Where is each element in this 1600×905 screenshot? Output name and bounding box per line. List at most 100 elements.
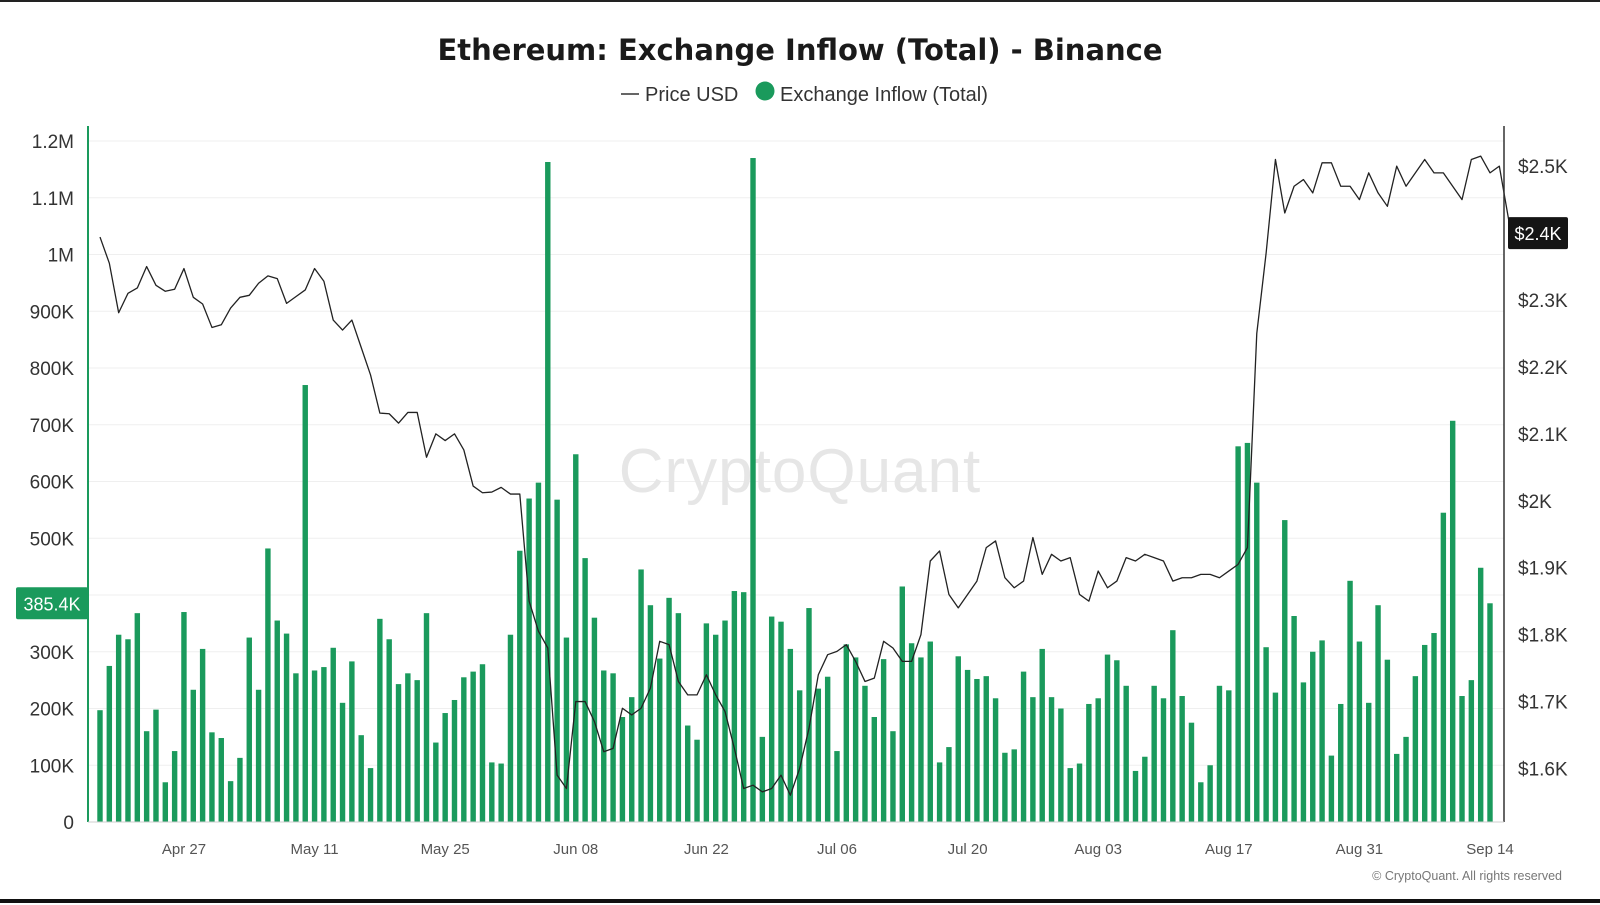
inflow-bar — [1030, 697, 1036, 822]
inflow-bar — [1114, 660, 1120, 822]
inflow-bar — [470, 671, 476, 822]
inflow-bar — [386, 639, 392, 822]
right-tick-label: $2.3K — [1518, 291, 1568, 312]
current-price-badge — [1508, 217, 1568, 250]
inflow-bar — [479, 664, 486, 822]
inflow-bar — [880, 659, 887, 822]
inflow-bar — [1226, 690, 1232, 822]
inflow-bar — [302, 385, 308, 822]
inflow-bar — [927, 641, 933, 822]
inflow-bar — [1403, 736, 1409, 822]
inflow-bar — [1011, 749, 1017, 822]
inflow-bar — [1151, 685, 1157, 822]
x-tick-label: Jun 08 — [553, 841, 598, 858]
last-inflow-label: 385.4K — [23, 594, 80, 614]
inflow-bar — [964, 669, 971, 822]
inflow-bar — [395, 684, 402, 822]
inflow-bar — [451, 699, 458, 822]
inflow-bar — [162, 782, 169, 822]
inflow-bar — [647, 605, 654, 822]
inflow-bar — [713, 634, 719, 822]
inflow-bar — [1254, 482, 1260, 822]
inflow-bar — [899, 586, 905, 822]
inflow-bar — [778, 621, 784, 822]
inflow-bar — [442, 713, 448, 822]
price-line-layer — [99, 155, 1510, 796]
right-tick-label: $1.9K — [1518, 559, 1568, 580]
left-tick-label: 200K — [30, 700, 75, 721]
inflow-bar — [601, 670, 607, 822]
x-tick-label: Aug 03 — [1074, 841, 1122, 858]
right-tick-label: $2.2K — [1518, 358, 1568, 379]
inflow-bar — [293, 673, 299, 822]
left-tick-label: 700K — [30, 416, 75, 437]
right-tick-label: $1.6K — [1518, 759, 1568, 780]
inflow-bar — [1067, 768, 1073, 822]
inflow-bar — [433, 742, 439, 822]
inflow-bar — [423, 613, 430, 822]
inflow-bar — [1132, 770, 1139, 822]
inflow-bar — [349, 661, 355, 822]
inflow-bar — [507, 634, 514, 822]
inflow-bar — [209, 732, 215, 822]
copyright-notice: © CryptoQuant. All rights reserved — [1372, 869, 1562, 883]
inflow-bar — [1244, 442, 1251, 822]
current-price-label: $2.4K — [1514, 224, 1561, 244]
inflow-bar — [862, 685, 868, 822]
legend-dot-icon — [755, 81, 775, 101]
inflow-bar — [218, 738, 224, 822]
left-tick-label: 500K — [30, 529, 75, 550]
inflow-bar — [1394, 753, 1400, 822]
inflow-bar — [237, 757, 243, 822]
inflow-bar — [125, 639, 131, 822]
inflow-bar — [1319, 640, 1325, 822]
inflow-bar — [657, 658, 663, 822]
inflow-bar — [339, 702, 346, 822]
right-axis-ticks: $1.6K $1.7K $1.8K $1.9K $2K $2.1K $2.2K $2.3K $2… — [1518, 157, 1568, 780]
inflow-bar — [153, 709, 159, 822]
inflow-bar — [106, 665, 113, 822]
inflow-bar — [1459, 696, 1465, 822]
left-tick-label: 0 — [63, 813, 74, 834]
inflow-bar — [675, 613, 682, 822]
inflow-bar — [815, 688, 822, 822]
inflow-bar — [1104, 654, 1111, 822]
inflow-bar — [824, 676, 831, 822]
inflow-bar — [227, 781, 234, 822]
inflow-bar — [1020, 671, 1027, 822]
legend-item-price[interactable]: Price USD — [621, 84, 738, 106]
left-tick-label: 1M — [48, 246, 74, 267]
inflow-bar — [1086, 703, 1092, 822]
inflow-bar — [246, 637, 252, 822]
inflow-bar — [1048, 697, 1055, 822]
inflow-bar — [545, 161, 551, 822]
inflow-bar — [1235, 446, 1241, 822]
inflow-bar — [834, 751, 840, 822]
inflow-bar — [666, 597, 672, 822]
inflow-bar — [1412, 676, 1419, 822]
x-tick-label: May 25 — [421, 841, 470, 858]
inflow-bar — [1477, 567, 1484, 822]
inflow-bar — [871, 717, 878, 822]
inflow-bar — [1123, 685, 1129, 822]
inflow-bar — [843, 644, 850, 822]
x-tick-label: Aug 31 — [1336, 841, 1384, 858]
x-tick-label: Jul 06 — [817, 841, 857, 858]
inflow-bar — [1282, 520, 1288, 822]
inflow-bar — [629, 697, 635, 822]
inflow-bar — [591, 617, 598, 822]
left-tick-label: 800K — [30, 359, 75, 380]
legend-item-inflow[interactable]: Exchange Inflow (Total) — [755, 81, 988, 107]
inflow-bar — [1449, 420, 1456, 822]
inflow-bar — [405, 673, 411, 822]
inflow-bar — [806, 608, 812, 822]
inflow-bar — [181, 612, 187, 822]
left-tick-label: 300K — [30, 643, 75, 664]
inflow-bar — [740, 592, 747, 822]
inflow-bar — [377, 618, 383, 822]
inflow-bar — [974, 678, 980, 822]
inflow-bar — [489, 762, 495, 822]
x-tick-label: Sep 14 — [1466, 841, 1514, 858]
